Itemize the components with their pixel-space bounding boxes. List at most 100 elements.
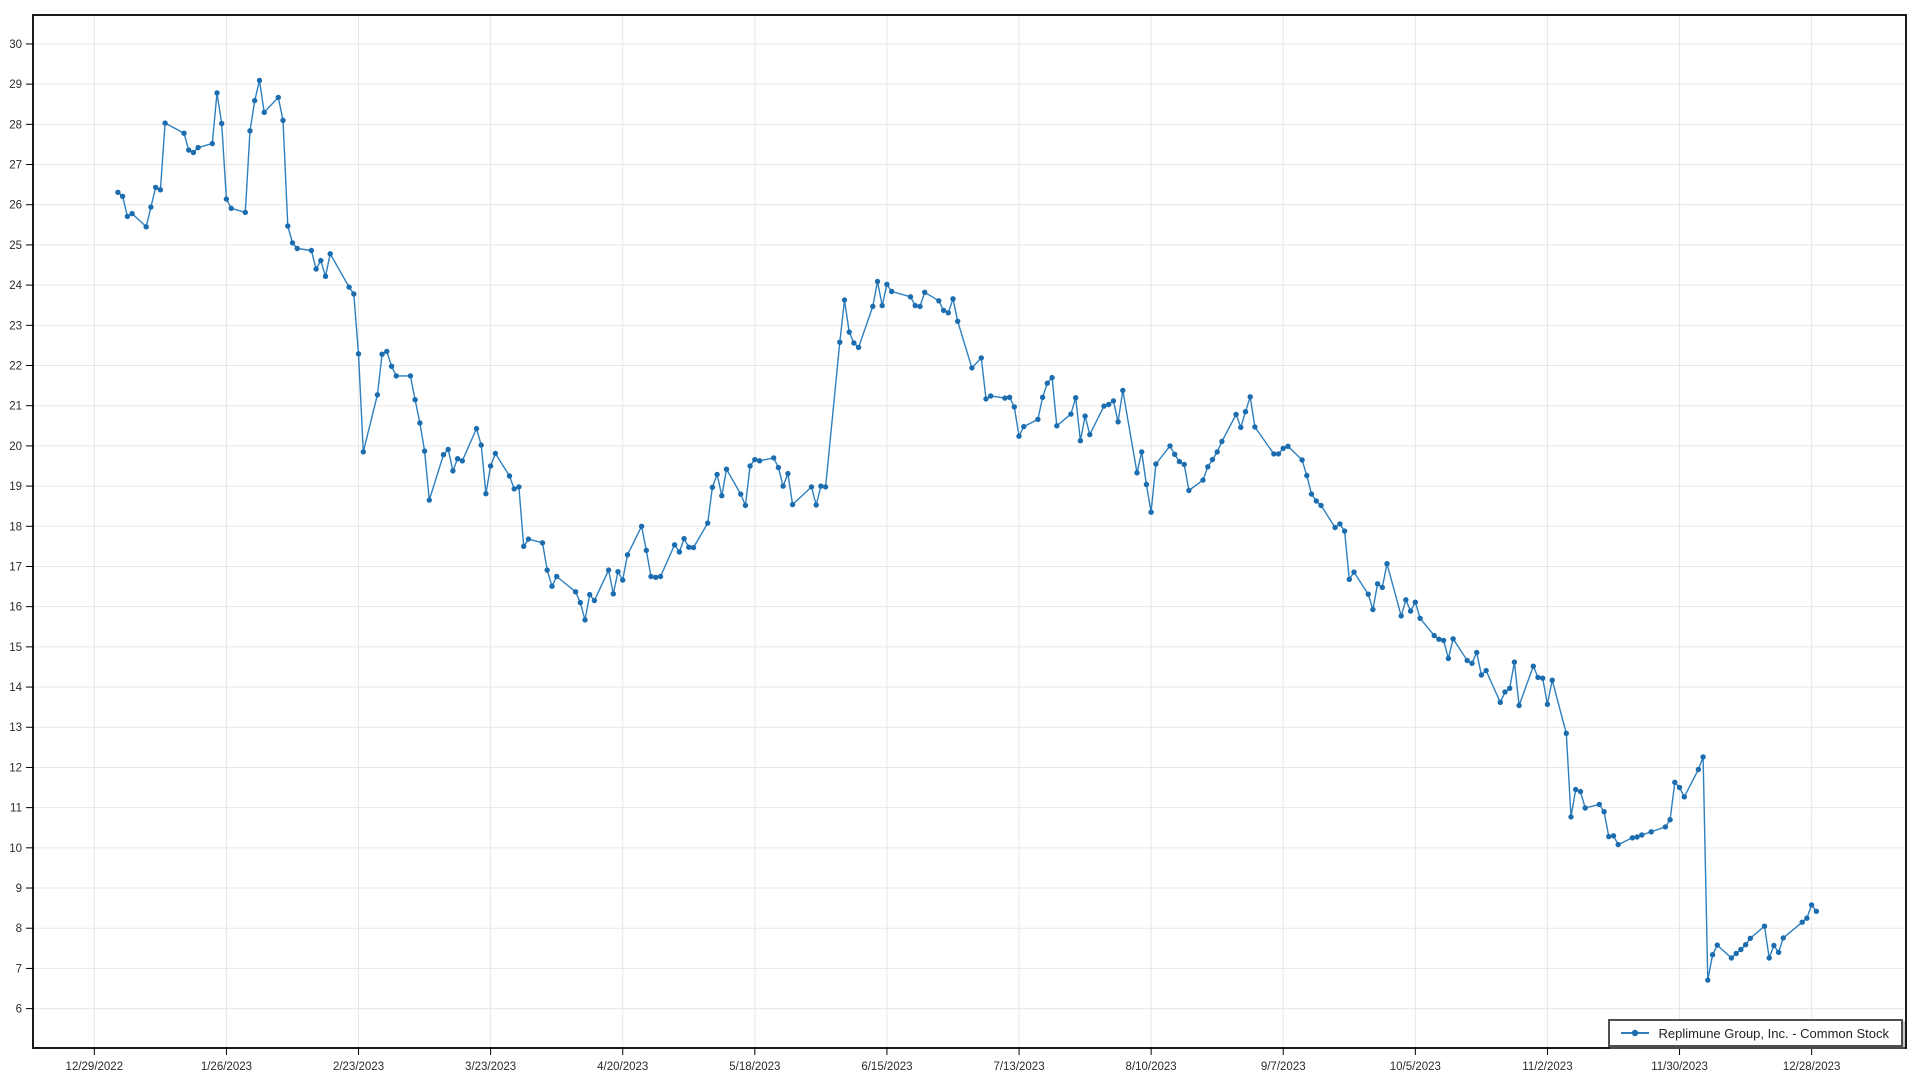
data-point: [955, 318, 961, 324]
data-point: [1205, 464, 1211, 470]
vertical-gridlines: [93, 16, 1813, 1047]
data-point: [738, 491, 744, 497]
data-point: [1516, 702, 1522, 709]
data-point: [1535, 674, 1541, 681]
data-point: [1308, 491, 1315, 497]
data-point: [605, 567, 612, 573]
data-point: [379, 351, 385, 357]
data-point: [1318, 502, 1324, 509]
data-point: [789, 501, 796, 508]
y-axis-label: 29: [9, 79, 22, 91]
data-point: [1379, 584, 1386, 591]
data-point: [638, 523, 645, 529]
data-point: [214, 90, 220, 96]
data-point: [785, 470, 791, 477]
data-point: [1021, 423, 1027, 430]
data-point: [983, 396, 989, 402]
data-point: [1039, 394, 1046, 400]
data-point: [1568, 814, 1574, 820]
data-point: [1238, 424, 1244, 431]
data-point: [1186, 487, 1192, 494]
data-point: [450, 468, 456, 474]
x-axis-label: 3/23/2023: [465, 1061, 516, 1073]
data-point: [454, 456, 461, 462]
x-axis-label: 5/18/2023: [729, 1061, 780, 1073]
data-point: [1172, 451, 1178, 457]
data-point: [148, 204, 154, 210]
data-point: [1247, 394, 1253, 400]
data-point: [252, 97, 258, 104]
data-point: [1733, 950, 1739, 957]
y-axis-label: 20: [9, 441, 22, 453]
data-point: [355, 351, 362, 357]
data-point: [1351, 569, 1357, 575]
y-axis-label: 8: [16, 923, 22, 935]
data-point: [322, 273, 329, 279]
data-point: [1337, 521, 1343, 527]
data-point: [1044, 380, 1051, 386]
data-point: [487, 463, 494, 469]
y-axis-label: 9: [16, 883, 22, 895]
data-point: [143, 224, 149, 230]
data-point: [648, 573, 654, 580]
data-point: [1233, 411, 1239, 418]
data-point: [1775, 949, 1782, 955]
x-axis-label: 11/30/2023: [1651, 1061, 1708, 1073]
y-axis-label: 14: [9, 682, 22, 694]
data-point: [752, 456, 758, 463]
data-point: [1120, 387, 1126, 394]
data-point: [813, 502, 819, 508]
data-point: [421, 448, 428, 454]
data-point: [280, 117, 286, 124]
data-point: [969, 365, 975, 371]
data-point: [318, 257, 324, 264]
data-point: [1648, 829, 1654, 835]
data-point: [1474, 649, 1480, 656]
data-point: [714, 471, 720, 478]
y-axis-label: 10: [9, 843, 22, 855]
data-point: [417, 420, 423, 426]
data-point: [1082, 413, 1088, 419]
data-point: [1742, 942, 1749, 948]
data-point: [162, 120, 168, 126]
y-axis-labels: 6 7 8 9 10 11 12 13 14 15 16 17 18 19 20 21 22 23 24 25 26 27…: [9, 39, 22, 1016]
data-point: [1445, 655, 1452, 662]
data-point: [1271, 451, 1277, 457]
data-point: [525, 536, 532, 542]
data-point: [936, 298, 942, 304]
data-point: [473, 425, 480, 432]
data-point: [1436, 636, 1442, 642]
data-point: [1573, 786, 1579, 793]
data-point: [1384, 561, 1390, 567]
data-point: [945, 310, 951, 316]
data-point: [459, 458, 465, 464]
x-axis-label: 7/13/2023: [993, 1061, 1044, 1073]
data-point: [1540, 675, 1546, 681]
data-point: [690, 544, 697, 551]
data-point: [1705, 977, 1711, 983]
y-axis-label: 7: [16, 963, 22, 975]
data-point: [511, 486, 517, 492]
data-point: [1200, 477, 1206, 483]
x-axis-label: 12/29/2022: [66, 1061, 124, 1073]
data-point: [591, 597, 598, 604]
data-point: [1761, 923, 1768, 929]
data-point: [384, 348, 390, 355]
data-point: [889, 288, 895, 295]
y-axis-label: 21: [9, 401, 22, 413]
y-axis-label: 16: [9, 602, 22, 614]
data-point: [1582, 805, 1588, 811]
data-point: [676, 549, 683, 555]
data-point: [1417, 615, 1423, 621]
data-point: [327, 251, 333, 257]
data-point: [351, 291, 357, 297]
data-point: [577, 599, 583, 606]
data-point: [1676, 784, 1683, 791]
data-point: [884, 281, 890, 287]
data-point: [1054, 423, 1060, 429]
x-axis-labels: 12/29/2022 1/26/2023 2/23/2023 3/23/2023 4/2…: [66, 1061, 1841, 1073]
data-point: [1167, 443, 1173, 449]
data-point: [1563, 730, 1570, 736]
data-point: [1106, 401, 1112, 408]
data-point: [1507, 685, 1513, 691]
